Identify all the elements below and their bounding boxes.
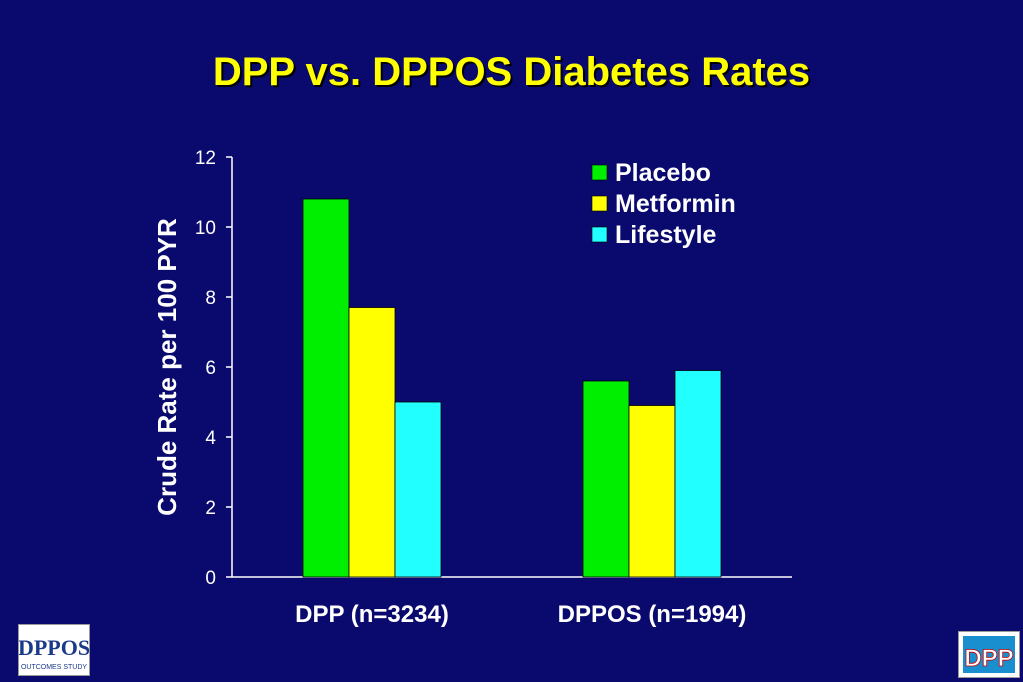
dppos-logo-subtext: OUTCOMES STUDY	[21, 664, 87, 671]
bar-lifestyle	[674, 370, 722, 578]
bar-lifestyle	[394, 401, 442, 578]
dppos-logo-text: DPPOS	[19, 635, 89, 660]
legend-swatch	[591, 164, 608, 181]
y-tick-label: 4	[205, 428, 216, 449]
dppos-logo: DPPOS OUTCOMES STUDY	[18, 624, 90, 676]
y-tick-label: 10	[195, 218, 216, 239]
y-tick-label: 6	[205, 358, 216, 379]
bar-metformin	[348, 307, 396, 578]
y-axis-label: Crude Rate per 100 PYR	[152, 218, 182, 516]
bar-placebo	[582, 380, 630, 578]
x-category-label: DPP (n=3234)	[295, 601, 449, 628]
page-title: DPP vs. DPPOS Diabetes Rates	[212, 50, 811, 94]
legend-swatch	[591, 195, 608, 212]
legend-label: Placebo	[615, 159, 711, 187]
y-tick-label: 2	[205, 498, 216, 519]
legend-label: Lifestyle	[615, 221, 717, 249]
dpp-logo-text: DPP	[964, 645, 1013, 672]
bar-placebo	[302, 198, 350, 578]
y-tick-label: 12	[195, 148, 216, 169]
dpp-logo: DPP	[958, 631, 1020, 678]
bar-metformin	[628, 405, 676, 578]
legend-label: Metformin	[615, 190, 736, 218]
legend-swatch	[591, 226, 608, 243]
y-tick-label: 8	[205, 288, 216, 309]
x-category-label: DPPOS (n=1994)	[558, 601, 747, 628]
y-tick-label: 0	[205, 568, 216, 589]
